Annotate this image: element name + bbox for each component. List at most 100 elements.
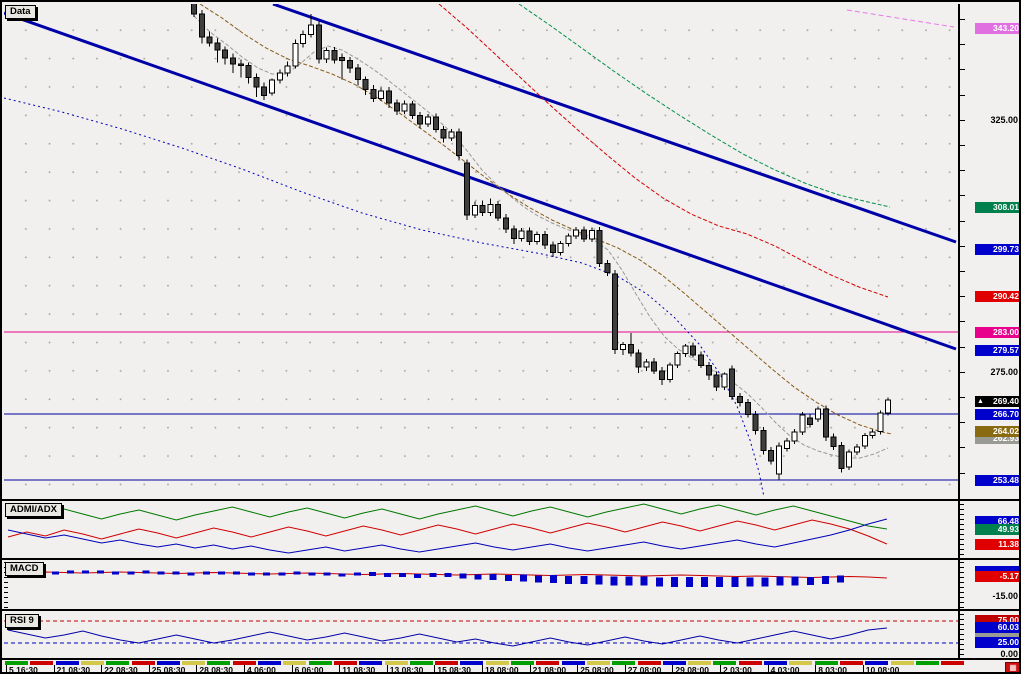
axis-tick [960,44,965,46]
session-color-segment [131,661,155,665]
session-color-segment [586,661,610,665]
axis-tick [960,524,964,525]
axis-tick [960,534,964,535]
axis-tick [960,614,964,615]
macd-canvas [6,570,887,587]
session-color-segment [738,661,762,665]
app-logo: ▦ [1005,662,1019,672]
time-label: 11 08:30 [339,665,375,672]
price-label: 253.48 [975,475,1019,486]
time-label: 21 08:30 [53,665,90,672]
axis-tick [960,271,965,272]
axis-tick [960,592,964,593]
tab-rsi[interactable]: RSI 9 [5,614,39,628]
price-label: 283.00 [975,327,1019,338]
axis-tick [960,119,965,121]
session-color-segment [662,661,686,665]
price-label [975,629,1019,640]
session-color-segment [561,661,585,665]
price-label: 308.01 [975,202,1019,213]
axis-tick [4,592,8,593]
price-label: 325.00 [990,115,1018,125]
session-color-segment [359,661,383,665]
session-color-segment [688,661,712,665]
axis-tick [960,529,964,530]
session-color-segment [207,661,231,665]
axis-tick [960,296,965,298]
time-label: 13 08:30 [386,665,423,672]
axis-tick [4,582,8,583]
axis-tick [960,587,964,588]
time-label: 15 08:30 [434,665,471,672]
tab-data[interactable]: Data [5,5,36,19]
axis-tick [960,509,964,510]
price-label: 75.00 [975,615,1019,626]
axis-tick [4,597,8,598]
axis-tick [960,220,965,222]
session-color-segment [80,661,104,665]
axis-tick [960,539,964,540]
session-color-segment [536,661,560,665]
rsi-pane [4,612,958,658]
session-color-segment [435,661,459,665]
session-color-segment [713,661,737,665]
adx-canvas [7,503,888,554]
price-label: 11.38 [975,539,1019,550]
time-label: 2 03:00 [720,665,752,672]
price-label: -5.17 [975,571,1019,582]
session-color-segment [890,661,914,665]
axis-tick [960,629,964,630]
time-label: 25 08:30 [148,665,185,672]
axis-tick [960,577,964,578]
axis-tick [960,634,964,635]
axis-tick [960,94,965,96]
pane-separator [2,558,1019,560]
session-color-segment [5,661,28,665]
tab-macd[interactable]: MACD [5,562,44,576]
session-color-segment [30,661,54,665]
adx-pane [4,501,958,558]
price-label: 49.93 [975,524,1019,535]
session-color-segment [460,661,484,665]
axis-tick [4,607,8,608]
price-label: ▲ 269.40 [975,396,1019,407]
axis-tick [960,607,964,608]
price-label: 25.00 [975,637,1019,648]
axis-tick [4,577,8,578]
price-label: -15.00 [992,591,1018,601]
price-label: 279.57 [975,345,1019,356]
axis-tick [960,554,964,555]
price-label: 266.70 [975,409,1019,420]
up-arrow-icon: ▲ [977,398,984,405]
macd-pane [4,560,958,609]
price-label: 60.03 [975,622,1019,633]
axis-tick [960,602,964,603]
price-pane [4,4,958,499]
axis-tick [960,624,964,625]
price-axis-border [958,4,960,659]
axis-tick [960,544,964,545]
pane-separator [2,609,1019,611]
tab-admi-adx[interactable]: ADMI/ADX [5,503,62,517]
time-label: 10 08:00 [862,665,899,672]
price-label: 264.02 [975,426,1019,437]
axis-tick [960,245,965,247]
session-color-segment [258,661,281,665]
time-label: 18 08:00 [482,665,519,672]
session-color-segment [941,661,965,665]
time-label: 5 16:30 [6,665,38,672]
session-color-segment [511,661,534,665]
session-color-segment [55,661,79,665]
session-color-segment [156,661,180,665]
session-color-segment [865,661,889,665]
time-label: 4 06:00 [244,665,276,672]
time-label: 25 08:00 [577,665,614,672]
axis-tick [960,371,965,373]
axis-tick [960,195,965,197]
session-color-segment [182,661,206,665]
axis-tick [960,447,965,449]
axis-tick [960,649,964,650]
axis-tick [960,654,964,655]
session-color-segment [789,661,813,665]
session-color-segment [485,661,509,665]
